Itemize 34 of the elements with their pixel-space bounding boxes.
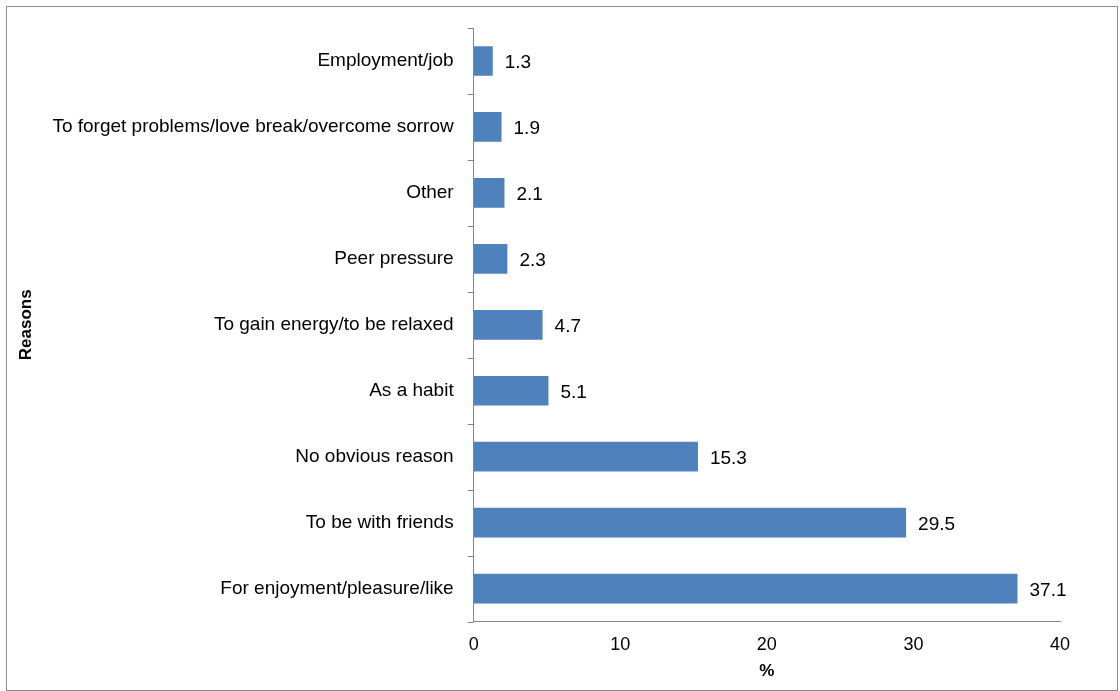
data-label: 2.1 — [516, 183, 543, 205]
y-tick-label: To forget problems/love break/overcome sorrow — [52, 115, 454, 137]
x-axis-title: % — [759, 661, 775, 681]
bar — [473, 573, 1018, 604]
data-label: 4.7 — [554, 315, 581, 337]
x-tick-label: 0 — [468, 633, 479, 654]
data-label: 1.9 — [513, 117, 540, 139]
bar — [473, 112, 502, 142]
data-label: 29.5 — [918, 512, 956, 534]
y-tick-label: For enjoyment/pleasure/like — [220, 576, 454, 598]
bar — [473, 375, 549, 406]
x-tick-label: 30 — [903, 633, 924, 654]
bar — [473, 46, 493, 76]
data-label: 15.3 — [709, 446, 747, 468]
x-tick-label: 40 — [1049, 633, 1071, 654]
data-label: 1.3 — [504, 51, 532, 73]
bar — [473, 244, 508, 274]
y-tick-label: No obvious reason — [295, 444, 454, 466]
y-tick-label: To gain energy/to be relaxed — [213, 313, 454, 335]
data-label: 5.1 — [560, 380, 587, 402]
x-tick-label: 10 — [610, 633, 631, 654]
y-tick-label: To be with friends — [305, 510, 454, 532]
y-tick-label: Other — [406, 181, 455, 203]
bar — [473, 178, 505, 208]
bar — [473, 441, 698, 472]
x-tick-label: 20 — [756, 633, 777, 654]
y-axis-title: Reasons — [15, 289, 35, 361]
data-label: 2.3 — [519, 249, 546, 271]
y-tick-label: Peer pressure — [334, 247, 454, 269]
y-tick-label: As a habit — [369, 378, 455, 400]
y-tick-label: Employment/job — [317, 49, 454, 71]
bar — [473, 309, 543, 340]
data-label: 37.1 — [1029, 578, 1067, 600]
bar — [473, 507, 907, 538]
